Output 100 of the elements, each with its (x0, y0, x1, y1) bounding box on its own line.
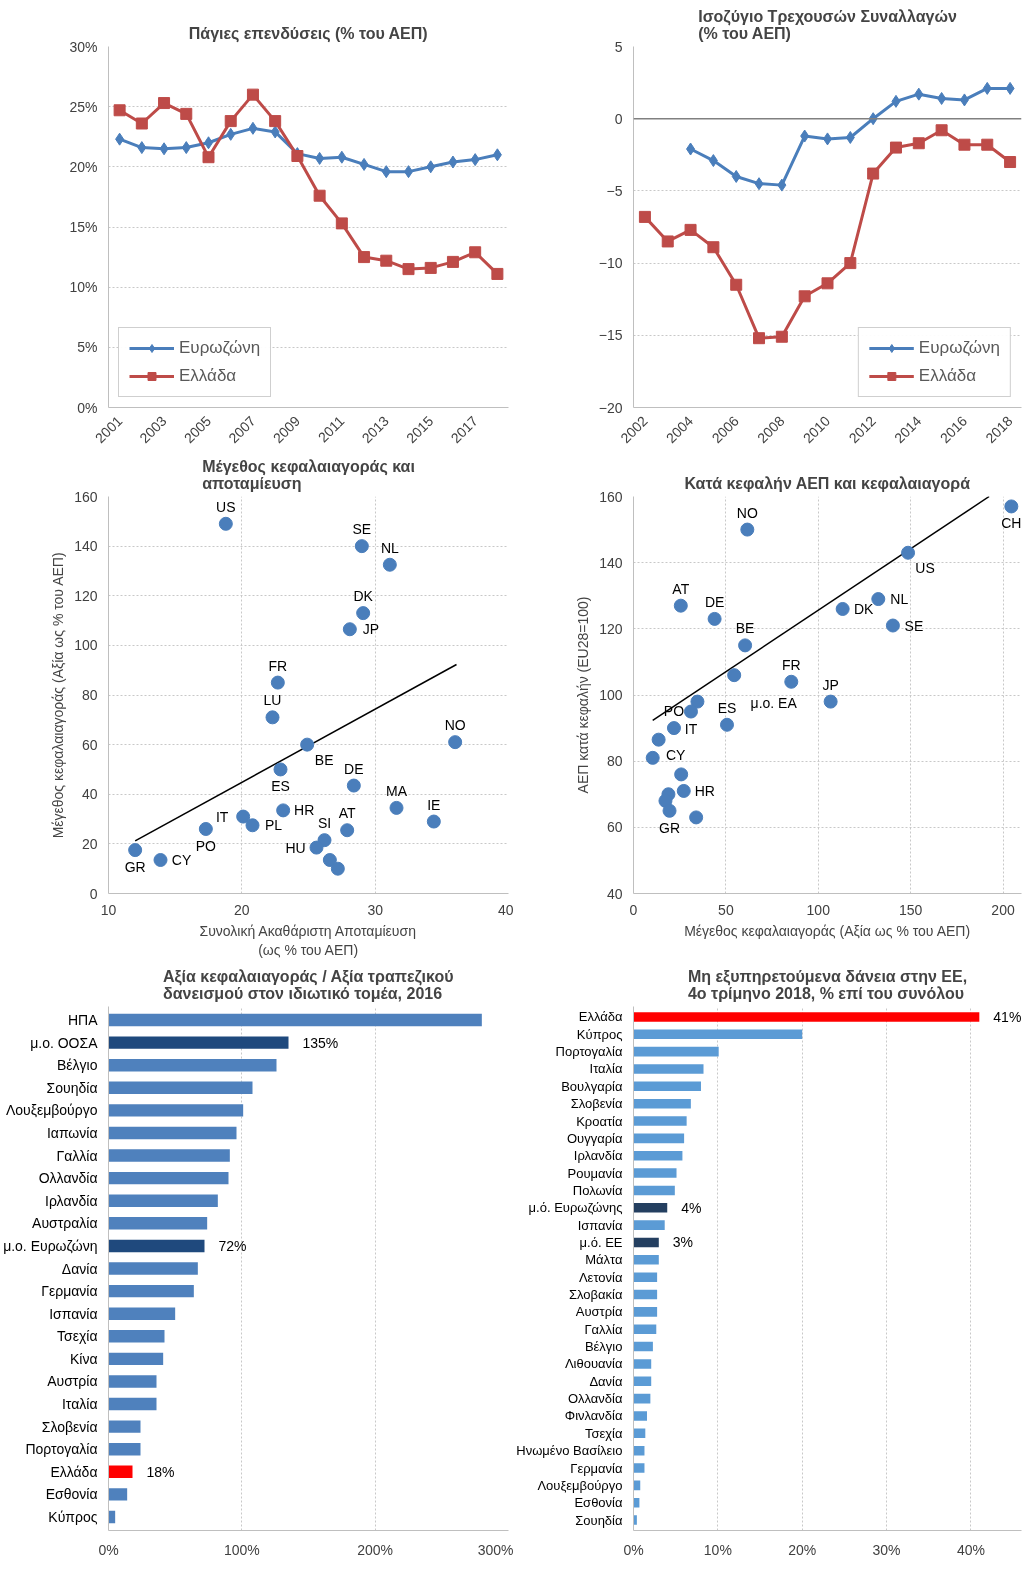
y-tick-label: Γερμανία (41, 1283, 98, 1300)
y-tick-label: −15 (598, 327, 623, 344)
y-tick-label: ΗΠΑ (67, 1012, 99, 1029)
y-tick-label: 0 (89, 885, 98, 902)
y-tick-label: Φινλανδία (564, 1408, 623, 1424)
y-tick-label: 10% (69, 279, 98, 296)
x-tick-label: 10% (703, 1541, 732, 1558)
y-tick-label: Τσεχία (584, 1425, 623, 1441)
chart-title: Μη εξυπηρετούμενα δάνεια στην ΕΕ, 4ο τρίμηνο 2018, % επί του συνόλου (687, 967, 968, 1002)
annotation: ES (717, 699, 737, 716)
legend-label: Ελλάδα (179, 366, 237, 386)
annotation: DE (344, 760, 364, 777)
y-tick-label: 0% (77, 399, 98, 416)
y-tick-label: Λουξεμβούργο (5, 1102, 98, 1119)
y-tick-label: 160 (74, 488, 98, 505)
annotation: CY (665, 746, 687, 763)
y-tick-label: −5 (606, 182, 623, 199)
annotation: MA (386, 782, 408, 799)
x-tick-label: 40% (956, 1541, 985, 1558)
y-tick-label: Πολωνία (572, 1182, 623, 1198)
x-tick-label: 300% (477, 1541, 514, 1558)
y-tick-label: Πορτογαλία (555, 1044, 623, 1060)
y-tick-label: Ολλανδία (567, 1391, 623, 1407)
x-tick-label: 200% (357, 1541, 394, 1558)
chart-title: Πάγιες επενδύσεις (% του ΑΕΠ) (188, 24, 428, 43)
annotation: HU (285, 839, 306, 856)
y-tick-label: 100 (74, 637, 98, 654)
data-label: 3% (672, 1234, 694, 1251)
y-axis-title: Μέγεθος κεφαλαιαγοράς (Αξία ως % του ΑΕΠ) (50, 552, 67, 839)
y-tick-label: Ισπανία (49, 1305, 98, 1322)
y-tick-label: Σουηδία (575, 1512, 623, 1528)
chart-title: Αξία κεφαλαιαγοράς / Αξία τραπεζικού δανεισμού στον ιδιωτικό τομέα, 2016 (162, 967, 454, 1002)
annotation: US (915, 559, 935, 576)
y-tick-label: 25% (69, 98, 98, 115)
y-tick-label: Εσθονία (45, 1486, 98, 1503)
y-tick-label: Αυστρία (47, 1373, 98, 1390)
y-tick-label: Λετονία (578, 1269, 623, 1285)
data-label: 72% (218, 1237, 247, 1254)
y-tick-label: Ουγγαρία (566, 1130, 623, 1146)
data-label: 135% (302, 1034, 339, 1051)
y-tick-label: 20 (81, 835, 98, 852)
y-tick-label: 30% (69, 38, 98, 55)
annotation: NL (380, 539, 399, 556)
x-tick-label: 30% (872, 1541, 901, 1558)
y-tick-label: 0 (614, 110, 623, 127)
y-tick-label: 40 (81, 786, 98, 803)
y-tick-label: 40 (606, 885, 623, 902)
x-tick-label: 20 (234, 901, 250, 918)
y-tick-label: Εσθονία (574, 1495, 623, 1511)
annotation: SE (904, 617, 924, 634)
y-tick-label: Γαλλία (56, 1147, 98, 1164)
legend-label: Ευρωζώνη (918, 338, 1000, 358)
annotation: CY (171, 852, 192, 868)
y-tick-label: Λουξεμβούργο (537, 1477, 623, 1493)
y-tick-label: −10 (598, 255, 623, 272)
y-tick-label: Ελλάδα (50, 1463, 98, 1480)
annotation: NO (736, 504, 758, 521)
y-tick-label: 140 (74, 538, 98, 555)
x-tick-label: 0 (629, 901, 638, 918)
y-tick-label: Ιταλία (589, 1061, 623, 1077)
y-tick-label: Ολλανδία (38, 1170, 98, 1187)
annotation: PO (195, 837, 217, 854)
y-tick-label: 80 (81, 687, 98, 703)
y-tick-label: Βουλγαρία (561, 1078, 623, 1094)
x-tick-label: 100 (806, 901, 831, 918)
y-tick-label: 5% (77, 339, 98, 356)
y-tick-label: Τσεχία (57, 1328, 98, 1345)
y-tick-label: Κίνα (69, 1350, 98, 1367)
x-tick-label: 200 (991, 901, 1015, 918)
chart-title: Κατά κεφαλήν ΑΕΠ και κεφαλαιαγορά (684, 474, 971, 492)
y-tick-label: Αυστραλία (32, 1215, 98, 1232)
y-tick-label: 160 (599, 488, 623, 505)
annotation: BE (314, 751, 334, 768)
annotation: US (216, 498, 236, 515)
annotation: DK (853, 600, 875, 617)
y-tick-label: 15% (69, 219, 98, 235)
y-tick-label: 140 (599, 554, 623, 571)
y-tick-label: Βέλγιο (584, 1339, 623, 1355)
annotation: μ.ο. EA (750, 695, 798, 712)
y-tick-label: Ηνωμένο Βασίλειο (516, 1443, 623, 1459)
x-tick-label: 30 (367, 901, 384, 918)
x-tick-label: 40 (497, 901, 514, 918)
y-tick-label: μ.ο. Ευρωζώνη (3, 1237, 98, 1254)
annotation: DK (353, 588, 374, 605)
y-tick-label: 80 (606, 753, 623, 770)
y-tick-label: Γαλλία (584, 1321, 623, 1337)
x-tick-label: 10 (100, 901, 117, 918)
annotation: IT (684, 720, 698, 737)
annotation: AT (672, 580, 690, 597)
y-tick-label: Ιαπωνία (46, 1124, 98, 1141)
x-axis-title: Μέγεθος κεφαλαιαγοράς (Αξία ως % του ΑΕΠ) (684, 922, 971, 939)
annotation: HR (294, 802, 315, 819)
annotation: PL (264, 817, 283, 834)
y-tick-label: Κροατία (576, 1113, 623, 1129)
annotation: GR (659, 819, 681, 836)
annotation: GR (124, 859, 146, 876)
y-tick-label: −20 (598, 399, 623, 416)
annotation: SI (317, 815, 332, 832)
y-axis-title: ΑΕΠ κατά κεφαλήν (EU28=100) (575, 596, 592, 794)
y-tick-label: Σλοβενία (41, 1418, 98, 1435)
